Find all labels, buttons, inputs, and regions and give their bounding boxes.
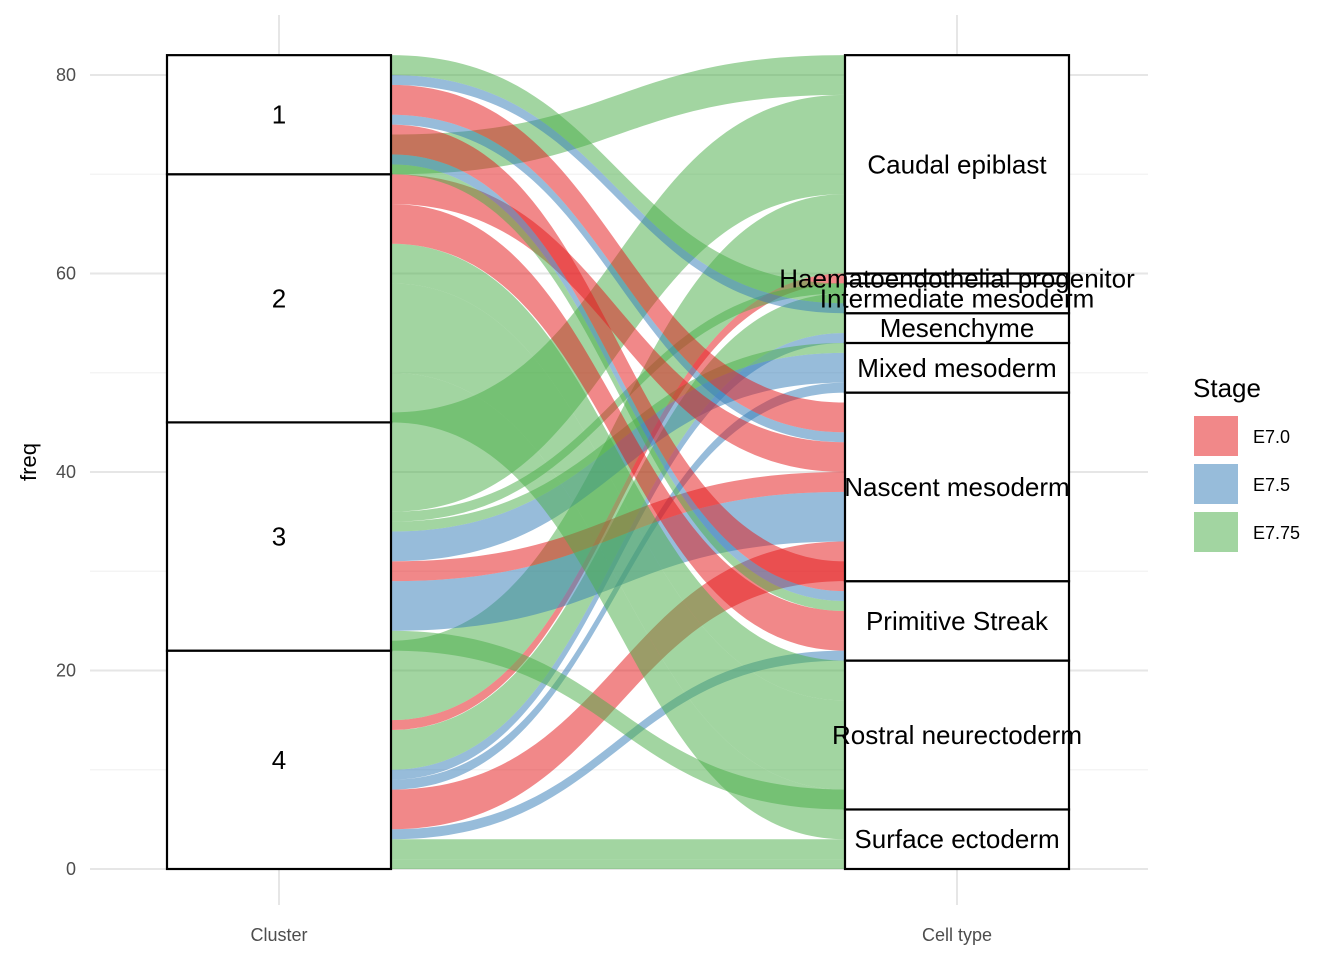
x-tick-label: Cluster: [250, 925, 307, 945]
cluster-stratum-label: 1: [272, 100, 286, 130]
flow-e7-75-4-surface-ectoderm: [391, 839, 845, 860]
flow-e7-75-4-surface-ectoderm: [391, 859, 845, 869]
legend-label: E7.0: [1253, 427, 1290, 447]
cluster-stratum-label: 3: [272, 522, 286, 552]
cell-type-stratum-label: Haematoendothelial progenitor: [779, 263, 1135, 293]
cluster-stratum-2: [165, 173, 393, 424]
cell-type-stratum-label: Mixed mesoderm: [857, 353, 1056, 383]
legend: Stage E7.0 E7.5 E7.75: [1193, 373, 1300, 552]
legend-title: Stage: [1193, 373, 1261, 403]
cell-type-stratum-label: Mesenchyme: [880, 313, 1035, 343]
flow-e7-75-1-primitive-streak: [391, 164, 845, 611]
cell-type-stratum-mesenchyme: [843, 312, 1071, 345]
cell-type-stratum-label: Rostral neurectoderm: [832, 720, 1082, 750]
y-tick-label: 40: [56, 462, 76, 482]
y-tick-label: 20: [56, 661, 76, 681]
flow-e7-75-2-rostral-neurectoderm: [391, 283, 845, 790]
flow-e7-75-3-mesenchyme: [391, 283, 845, 522]
legend-swatch-e7-0: [1194, 416, 1238, 456]
cluster-stratum-4: [165, 649, 393, 871]
legend-label: E7.75: [1253, 523, 1300, 543]
flow-e7-75-2-surface-ectoderm: [391, 372, 845, 840]
flow-e7-5-4-primitive-streak: [391, 650, 845, 840]
y-tick-label: 0: [66, 859, 76, 879]
cluster-stratum-3: [165, 421, 393, 652]
cell-type-stratum-caudal-epiblast: [843, 54, 1071, 275]
cluster-stratum-label: 2: [272, 283, 286, 313]
cell-type-stratum-nascent-mesoderm: [843, 391, 1071, 583]
flow-e7-0-4-nascent-mesoderm: [391, 541, 845, 830]
flow-e7-5-1-primitive-streak: [391, 154, 845, 602]
cluster-stratum-label: 4: [272, 745, 286, 775]
flows: [391, 55, 845, 869]
x-tick-label: Cell type: [922, 925, 992, 945]
legend-label: E7.5: [1253, 475, 1290, 495]
flow-e7-0-2-nascent-mesoderm: [391, 174, 845, 472]
flow-e7-0-1-nascent-mesoderm: [391, 84, 845, 433]
flow-e7-75-3-rostral-neurectoderm: [391, 630, 845, 810]
cell-type-stratum-label: Caudal epiblast: [867, 149, 1047, 179]
flow-e7-0-2-primitive-streak: [391, 204, 845, 651]
y-tick-label: 60: [56, 264, 76, 284]
flow-e7-0-1-primitive-streak: [391, 124, 845, 592]
legend-swatch-e7-75: [1194, 512, 1238, 552]
strata: 4 3 2 1 Surface ectoderm Rostral neurectoderm…: [165, 54, 1135, 871]
cell-type-stratum-label: Nascent mesoderm: [844, 472, 1069, 502]
cluster-stratum-1: [165, 54, 393, 176]
y-axis-title: freq: [16, 443, 41, 481]
axes: 0 20 40 60 80 Cluster Cell type: [56, 65, 992, 945]
cell-type-stratum-primitive-streak: [843, 580, 1071, 662]
flow-e7-75-1-intermediate-mesoderm: [391, 55, 845, 304]
flow-e7-75-2-rostral-neurectoderm: [391, 243, 845, 701]
cell-type-stratum-label: Primitive Streak: [866, 606, 1049, 636]
cell-type-stratum-surface-ectoderm: [843, 808, 1071, 871]
flow-e7-5-1-intermediate-mesoderm: [391, 75, 845, 314]
cell-type-stratum-mixed-mesoderm: [843, 341, 1071, 394]
cell-type-stratum-label: Surface ectoderm: [854, 824, 1059, 854]
cell-type-stratum-label: Intermediate mesoderm: [820, 283, 1095, 313]
flow-e7-5-1-nascent-mesoderm: [391, 114, 845, 443]
y-tick-label: 80: [56, 65, 76, 85]
legend-swatch-e7-5: [1194, 464, 1238, 504]
cell-type-stratum-rostral-neurectoderm: [843, 659, 1071, 811]
